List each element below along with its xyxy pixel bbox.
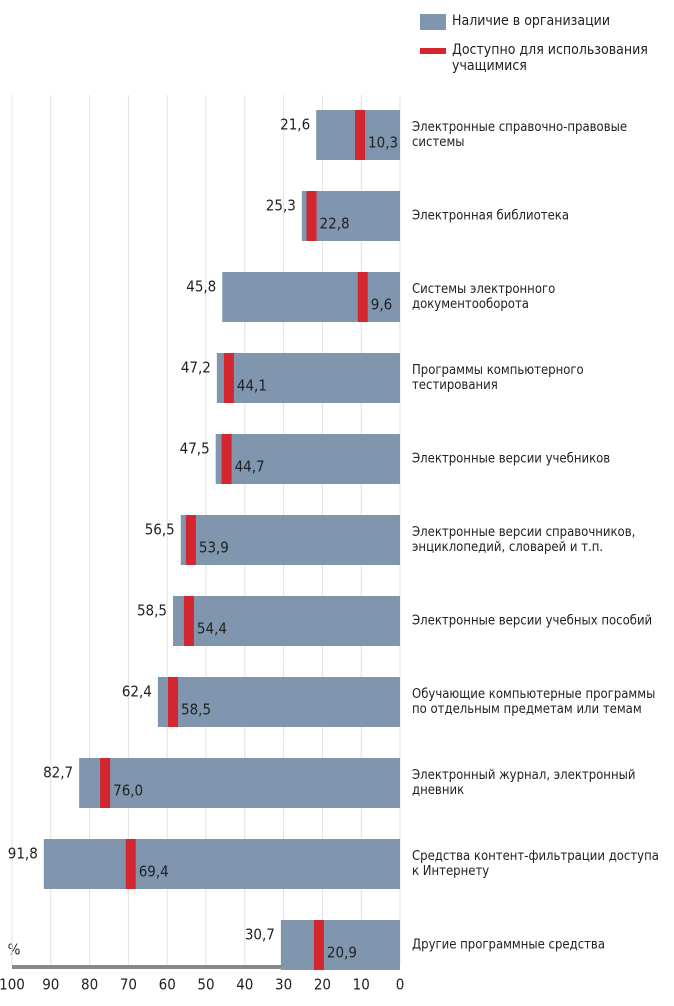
x-tick-label: 80 (81, 976, 98, 994)
axis-label: % (8, 941, 21, 959)
category-label: Электронные версии учебников (412, 451, 611, 467)
category-label: Другие программные средства (412, 937, 605, 953)
legend-label: Доступно для использования учащимися (452, 42, 648, 74)
category-label: Электронный журнал, электронный дневник (412, 768, 636, 798)
value-label: 91,8 (8, 845, 38, 863)
category-label: Программы компьютерного тестирования (412, 363, 584, 393)
bar (215, 434, 400, 484)
marker (357, 272, 368, 322)
value-label: 54,4 (197, 620, 227, 638)
x-tick-label: 10 (353, 976, 370, 994)
x-tick-label: 50 (197, 976, 214, 994)
marker (168, 677, 179, 727)
value-label: 58,5 (137, 602, 167, 620)
value-label: 44,1 (237, 377, 267, 395)
category-label: Электронные версии справочников, энцикло… (412, 525, 636, 555)
marker (306, 191, 317, 241)
x-tick-label: 40 (236, 976, 253, 994)
value-label: 20,9 (327, 944, 357, 962)
x-tick-label: 20 (314, 976, 331, 994)
value-label: 47,2 (181, 359, 211, 377)
legend-swatch (420, 14, 446, 30)
category-label: Системы электронного документооборота (412, 282, 556, 312)
bar (216, 353, 400, 403)
value-label: 45,8 (186, 278, 216, 296)
bar (222, 272, 400, 322)
marker (185, 515, 196, 565)
value-label: 10,3 (368, 134, 398, 152)
bar (173, 596, 400, 646)
bar (180, 515, 400, 565)
value-label: 21,6 (280, 116, 310, 134)
value-label: 69,4 (139, 863, 169, 881)
bar (301, 191, 400, 241)
category-label: Обучающие компьютерные программы по отде… (412, 687, 656, 717)
bar (79, 758, 401, 808)
marker (183, 596, 194, 646)
marker (221, 434, 232, 484)
value-label: 25,3 (266, 197, 296, 215)
value-label: 58,5 (181, 701, 211, 719)
value-label: 22,8 (320, 215, 350, 233)
value-label: 47,5 (180, 440, 210, 458)
value-label: 53,9 (199, 539, 229, 557)
x-tick-label: 100 (0, 976, 25, 994)
value-label: 44,7 (235, 458, 265, 476)
marker (100, 758, 111, 808)
x-tick-label: 0 (396, 976, 405, 994)
category-label: Электронные справочно-правовые системы (412, 120, 628, 150)
marker (125, 839, 136, 889)
x-tick-label: 30 (275, 976, 292, 994)
bar (157, 677, 400, 727)
marker (223, 353, 234, 403)
legend-label: Наличие в организации (452, 13, 611, 29)
value-label: 62,4 (122, 683, 152, 701)
bar (280, 920, 400, 970)
category-label: Электронная библиотека (412, 208, 570, 224)
category-label: Электронные версии учебных пособий (412, 613, 653, 629)
marker (355, 110, 366, 160)
bar (43, 839, 400, 889)
value-label: 82,7 (43, 764, 73, 782)
marker (313, 920, 324, 970)
value-label: 30,7 (245, 926, 275, 944)
category-label: Средства контент-фильтрации доступа к Ин… (412, 849, 659, 879)
x-tick-label: 90 (42, 976, 59, 994)
value-label: 76,0 (113, 782, 143, 800)
value-label: 56,5 (145, 521, 175, 539)
x-tick-label: 60 (159, 976, 176, 994)
x-tick-label: 70 (120, 976, 137, 994)
legend-swatch (420, 48, 446, 54)
value-label: 9,6 (371, 296, 392, 314)
